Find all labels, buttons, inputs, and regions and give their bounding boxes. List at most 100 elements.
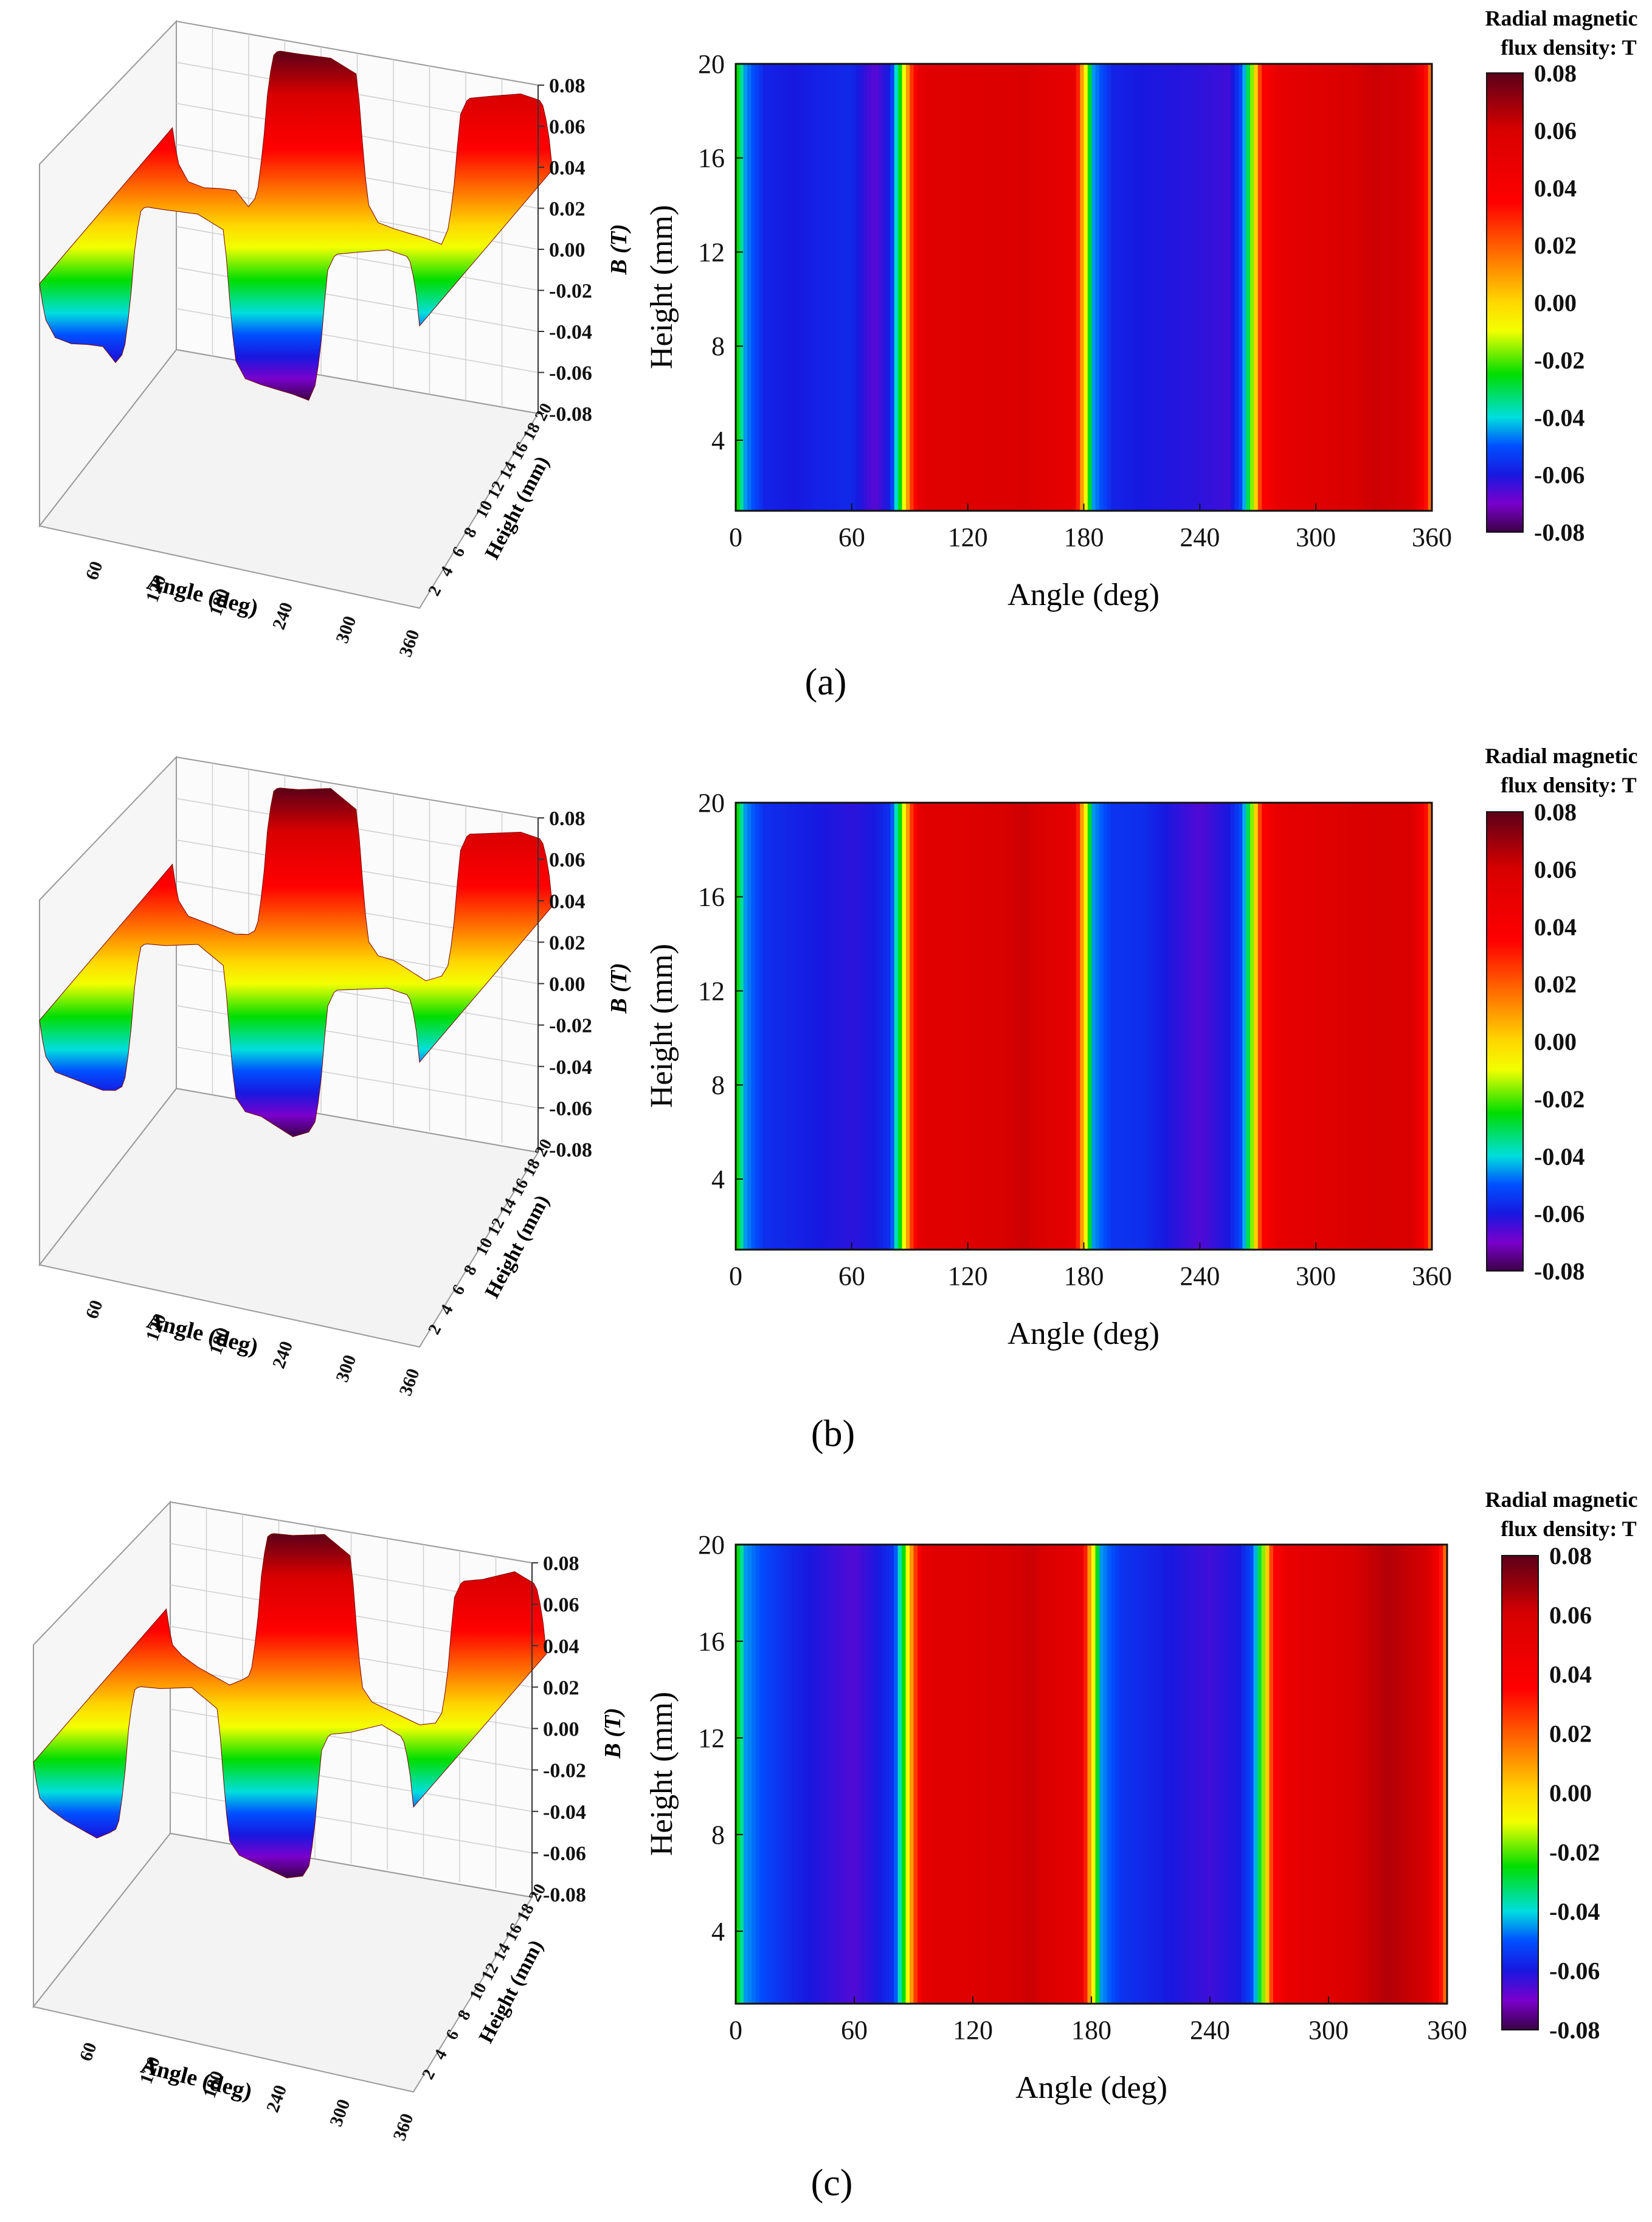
heatmap-band — [1018, 64, 1023, 511]
heatmap-band — [844, 803, 849, 1250]
heatmap-band — [1321, 1545, 1325, 2004]
heatmap-band — [1079, 1545, 1084, 2004]
heatmap-area-a — [734, 63, 1433, 512]
heatmap-band — [1265, 64, 1270, 511]
heatmap-band — [944, 803, 949, 1250]
heatmap-band — [1180, 64, 1185, 511]
heatmap-band — [751, 64, 756, 511]
heatmap-y-tick-label: 8 — [711, 331, 725, 361]
heatmap-band — [1064, 803, 1069, 1250]
heatmap-band — [1165, 64, 1170, 511]
colorbar-b: Radial magnetic flux density: T 0.08 0.06… — [1485, 744, 1638, 1285]
heatmap-band — [949, 1545, 954, 2004]
heatmap-y-tick-label: 12 — [698, 1723, 725, 1753]
heatmap-band — [767, 1545, 772, 2004]
heatmap-band — [973, 1545, 978, 2004]
surface-b-tick-label: 0.08 — [543, 1552, 579, 1575]
heatmap-band — [1170, 1545, 1175, 2004]
heatmap-band — [1103, 1545, 1108, 2004]
heatmap-band — [832, 803, 837, 1250]
heatmap-band — [969, 1545, 973, 2004]
heatmap-band — [898, 803, 903, 1250]
heatmap-band — [957, 1545, 962, 2004]
heatmap-band — [1273, 803, 1278, 1250]
heatmap-band — [1316, 803, 1321, 1250]
heatmap-band — [1087, 1545, 1092, 2004]
heatmap-band — [882, 1545, 886, 2004]
heatmap-band — [1177, 64, 1181, 511]
heatmap-band — [1215, 803, 1220, 1250]
heatmap-band — [989, 1545, 994, 2004]
heatmap-band — [1107, 803, 1111, 1250]
heatmap-band — [1157, 803, 1162, 1250]
heatmap-y-tick-label: 12 — [698, 237, 725, 267]
heatmap-band — [1368, 1545, 1373, 2004]
heatmap-band — [1364, 1545, 1369, 2004]
surface-b-tick-label: 0.02 — [549, 932, 586, 954]
surface-angle-tick-label: 240 — [269, 1338, 297, 1371]
heatmap-band — [1427, 1545, 1432, 2004]
heatmap-band — [766, 803, 771, 1250]
heatmap-band — [1029, 64, 1034, 511]
heatmap-band — [1184, 803, 1189, 1250]
surface-angle-tick-label: 60 — [81, 1298, 106, 1321]
heatmap-band — [1211, 803, 1216, 1250]
heatmap-band — [1010, 803, 1015, 1250]
heatmap-band — [941, 1545, 946, 2004]
heatmap-x-tick-label: 120 — [948, 522, 988, 552]
heatmap-band — [1420, 64, 1425, 511]
heatmap-band — [755, 64, 759, 511]
panel-label-c: (c) — [811, 2162, 853, 2204]
heatmap-band — [1428, 64, 1433, 511]
heatmap-x-tick-label: 360 — [1412, 522, 1452, 552]
heatmap-band — [975, 803, 980, 1250]
surface-b-tick-label: 0.08 — [549, 808, 586, 830]
heatmap-band — [870, 1545, 875, 2004]
heatmap-band — [782, 803, 787, 1250]
heatmap-band — [925, 1545, 930, 2004]
heatmap-band — [1289, 1545, 1294, 2004]
heatmap-band — [1420, 803, 1425, 1250]
heatmap-band — [898, 64, 903, 511]
heatmap-x-tick-label: 0 — [729, 2015, 742, 2045]
surface-b-tick-label: -0.04 — [549, 1056, 592, 1079]
heatmap-band — [820, 803, 825, 1250]
panel-label-b: (b) — [811, 1413, 855, 1455]
heatmap-band — [1408, 1545, 1412, 2004]
heatmap-band — [759, 64, 764, 511]
heatmap-band — [1004, 1545, 1009, 2004]
heatmap-band — [1288, 803, 1293, 1250]
heatmap-band — [1313, 1545, 1318, 2004]
heatmap-band — [1242, 64, 1247, 511]
heatmap-band — [1354, 64, 1359, 511]
heatmap-band — [1316, 64, 1321, 511]
heatmap-band — [1076, 64, 1080, 511]
heatmap-band — [929, 64, 934, 511]
colorbar-tick-label: -0.08 — [1549, 2016, 1600, 2044]
heatmap-band — [1400, 1545, 1405, 2004]
heatmap-band — [1161, 803, 1166, 1250]
heatmap-band — [972, 803, 976, 1250]
heatmap-band — [805, 64, 810, 511]
heatmap-band — [771, 1545, 776, 2004]
heatmap-band — [790, 803, 795, 1250]
heatmap-y-tick-label: 12 — [698, 976, 725, 1006]
heatmap-band — [1037, 803, 1042, 1250]
heatmap-xlabel-c: Angle (deg) — [1015, 2071, 1167, 2105]
heatmap-band — [786, 64, 790, 511]
heatmap-band — [1329, 1545, 1333, 2004]
surface-b-tick-label: 0.06 — [543, 1594, 579, 1616]
heatmap-x-tick-label: 240 — [1190, 2015, 1230, 2045]
colorbar-a: Radial magnetic flux density: T 0.08 0.06… — [1485, 6, 1638, 546]
heatmap-band — [1134, 64, 1139, 511]
heatmap-band — [862, 1545, 867, 2004]
heatmap-band — [1293, 1545, 1298, 2004]
heatmap-band — [1146, 64, 1150, 511]
heatmap-band — [1123, 1545, 1128, 2004]
heatmap-band — [1068, 803, 1073, 1250]
heatmap-y-tick-label: 8 — [711, 1070, 725, 1100]
heatmap-band — [1006, 803, 1011, 1250]
heatmap-band — [1157, 64, 1162, 511]
heatmap-band — [1226, 803, 1231, 1250]
